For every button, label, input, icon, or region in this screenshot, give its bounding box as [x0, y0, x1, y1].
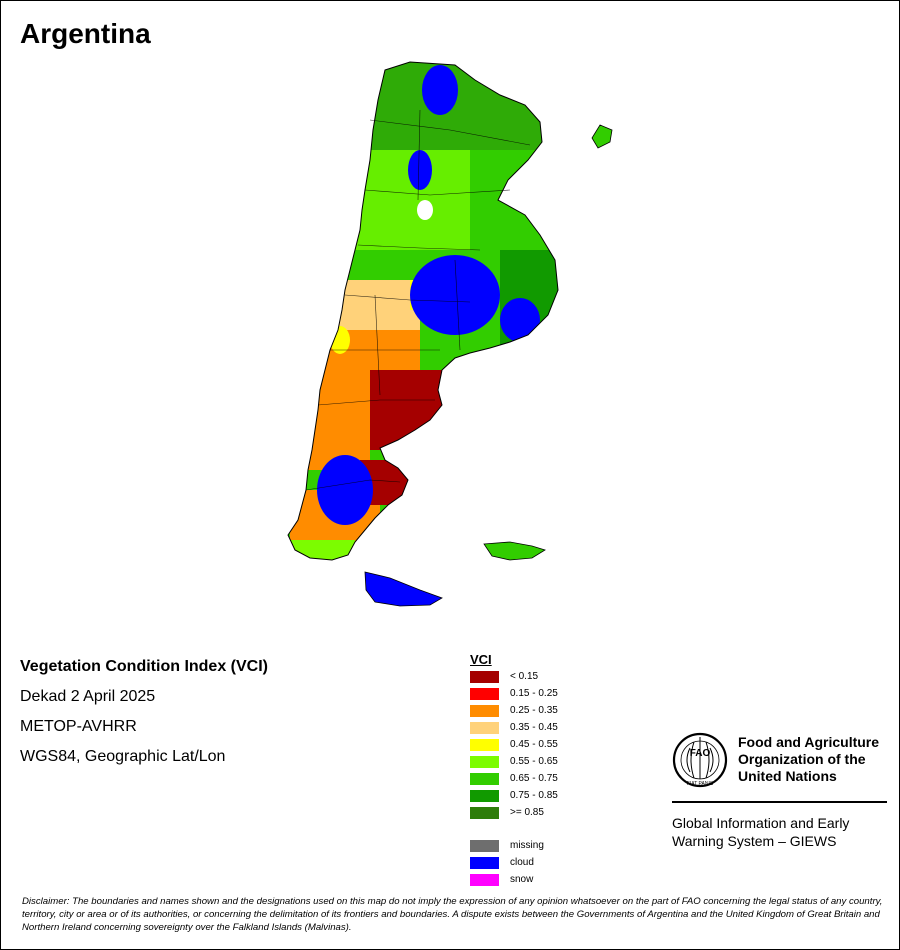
vci-map [270, 50, 630, 620]
legend-class-swatch [470, 738, 499, 751]
legend-class-row: < 0.15 [470, 668, 580, 685]
legend-class-row: >= 0.85 [470, 804, 580, 821]
legend-class-label: 0.25 - 0.35 [510, 705, 558, 716]
legend-class-swatch [470, 687, 499, 700]
index-name: Vegetation Condition Index (VCI) [20, 658, 268, 675]
giews-line: Global Information and Early [672, 815, 850, 831]
legend-class-swatch [470, 704, 499, 717]
map-title: Argentina [20, 18, 151, 49]
legend-other-swatch [470, 856, 499, 869]
giews-label: Global Information and Early Warning Sys… [672, 814, 888, 850]
legend-class-row: 0.75 - 0.85 [470, 787, 580, 804]
legend-class-row: 0.15 - 0.25 [470, 685, 580, 702]
vci-raster [288, 62, 558, 560]
vci-map-svg [287, 61, 613, 607]
legend-other-row: missing [470, 837, 580, 854]
legend-class-label: 0.65 - 0.75 [510, 773, 558, 784]
legend-class-label: >= 0.85 [510, 807, 544, 818]
sensor-label: METOP-AVHRR [20, 718, 137, 735]
organization-name-line: Food and Agriculture [738, 734, 880, 750]
legend-other-row: snow [470, 871, 580, 888]
legend-class-swatch [470, 806, 499, 819]
branding-divider [672, 801, 887, 803]
legend-other-swatch [470, 839, 499, 852]
legend-other-swatch [470, 873, 499, 886]
legend-class-row: 0.25 - 0.35 [470, 702, 580, 719]
projection-label: WGS84, Geographic Lat/Lon [20, 748, 226, 765]
legend-class-label: 0.55 - 0.65 [510, 756, 558, 767]
legend-class-row: 0.55 - 0.65 [470, 753, 580, 770]
organization-name: Food and Agriculture Organization of the… [738, 734, 888, 785]
fao-logo-icon: FAO FIAT PANIS [672, 732, 728, 788]
legend-class-row: 0.65 - 0.75 [470, 770, 580, 787]
fao-logo-motto: FIAT PANIS [687, 781, 714, 787]
legend-class-label: 0.15 - 0.25 [510, 688, 558, 699]
organization-name-line: United Nations [738, 768, 837, 784]
legend-class-row: 0.45 - 0.55 [470, 736, 580, 753]
legend-class-swatch [470, 670, 499, 683]
disclaimer-text: Disclaimer: The boundaries and names sho… [22, 896, 883, 933]
fao-logo-text: FAO [690, 748, 711, 759]
vci-legend: VCI < 0.15 0.15 - 0.25 0.25 - 0.35 0.35 - 0… [470, 652, 580, 888]
legend-class-swatch [470, 755, 499, 768]
legend-other-label: missing [510, 840, 544, 851]
legend-class-swatch [470, 721, 499, 734]
legend-classes: < 0.15 0.15 - 0.25 0.25 - 0.35 0.35 - 0.45 0… [470, 668, 580, 821]
legend-title: VCI [470, 652, 492, 667]
legend-class-swatch [470, 772, 499, 785]
legend-other-label: snow [510, 874, 534, 885]
legend-class-label: 0.35 - 0.45 [510, 722, 558, 733]
map-info: Vegetation Condition Index (VCI) Dekad 2… [20, 656, 268, 776]
legend-class-label: 0.45 - 0.55 [510, 739, 558, 750]
legend-other-label: cloud [510, 857, 534, 868]
legend-class-label: 0.75 - 0.85 [510, 790, 558, 801]
giews-line: Warning System – GIEWS [672, 833, 837, 849]
period-label: Dekad 2 April 2025 [20, 688, 156, 705]
legend-class-swatch [470, 789, 499, 802]
legend-class-label: < 0.15 [510, 671, 539, 682]
legend-class-row: 0.35 - 0.45 [470, 719, 580, 736]
legend-other-row: cloud [470, 854, 580, 871]
legend-other: missing cloud snow [470, 837, 580, 888]
organization-name-line: Organization of the [738, 751, 866, 767]
